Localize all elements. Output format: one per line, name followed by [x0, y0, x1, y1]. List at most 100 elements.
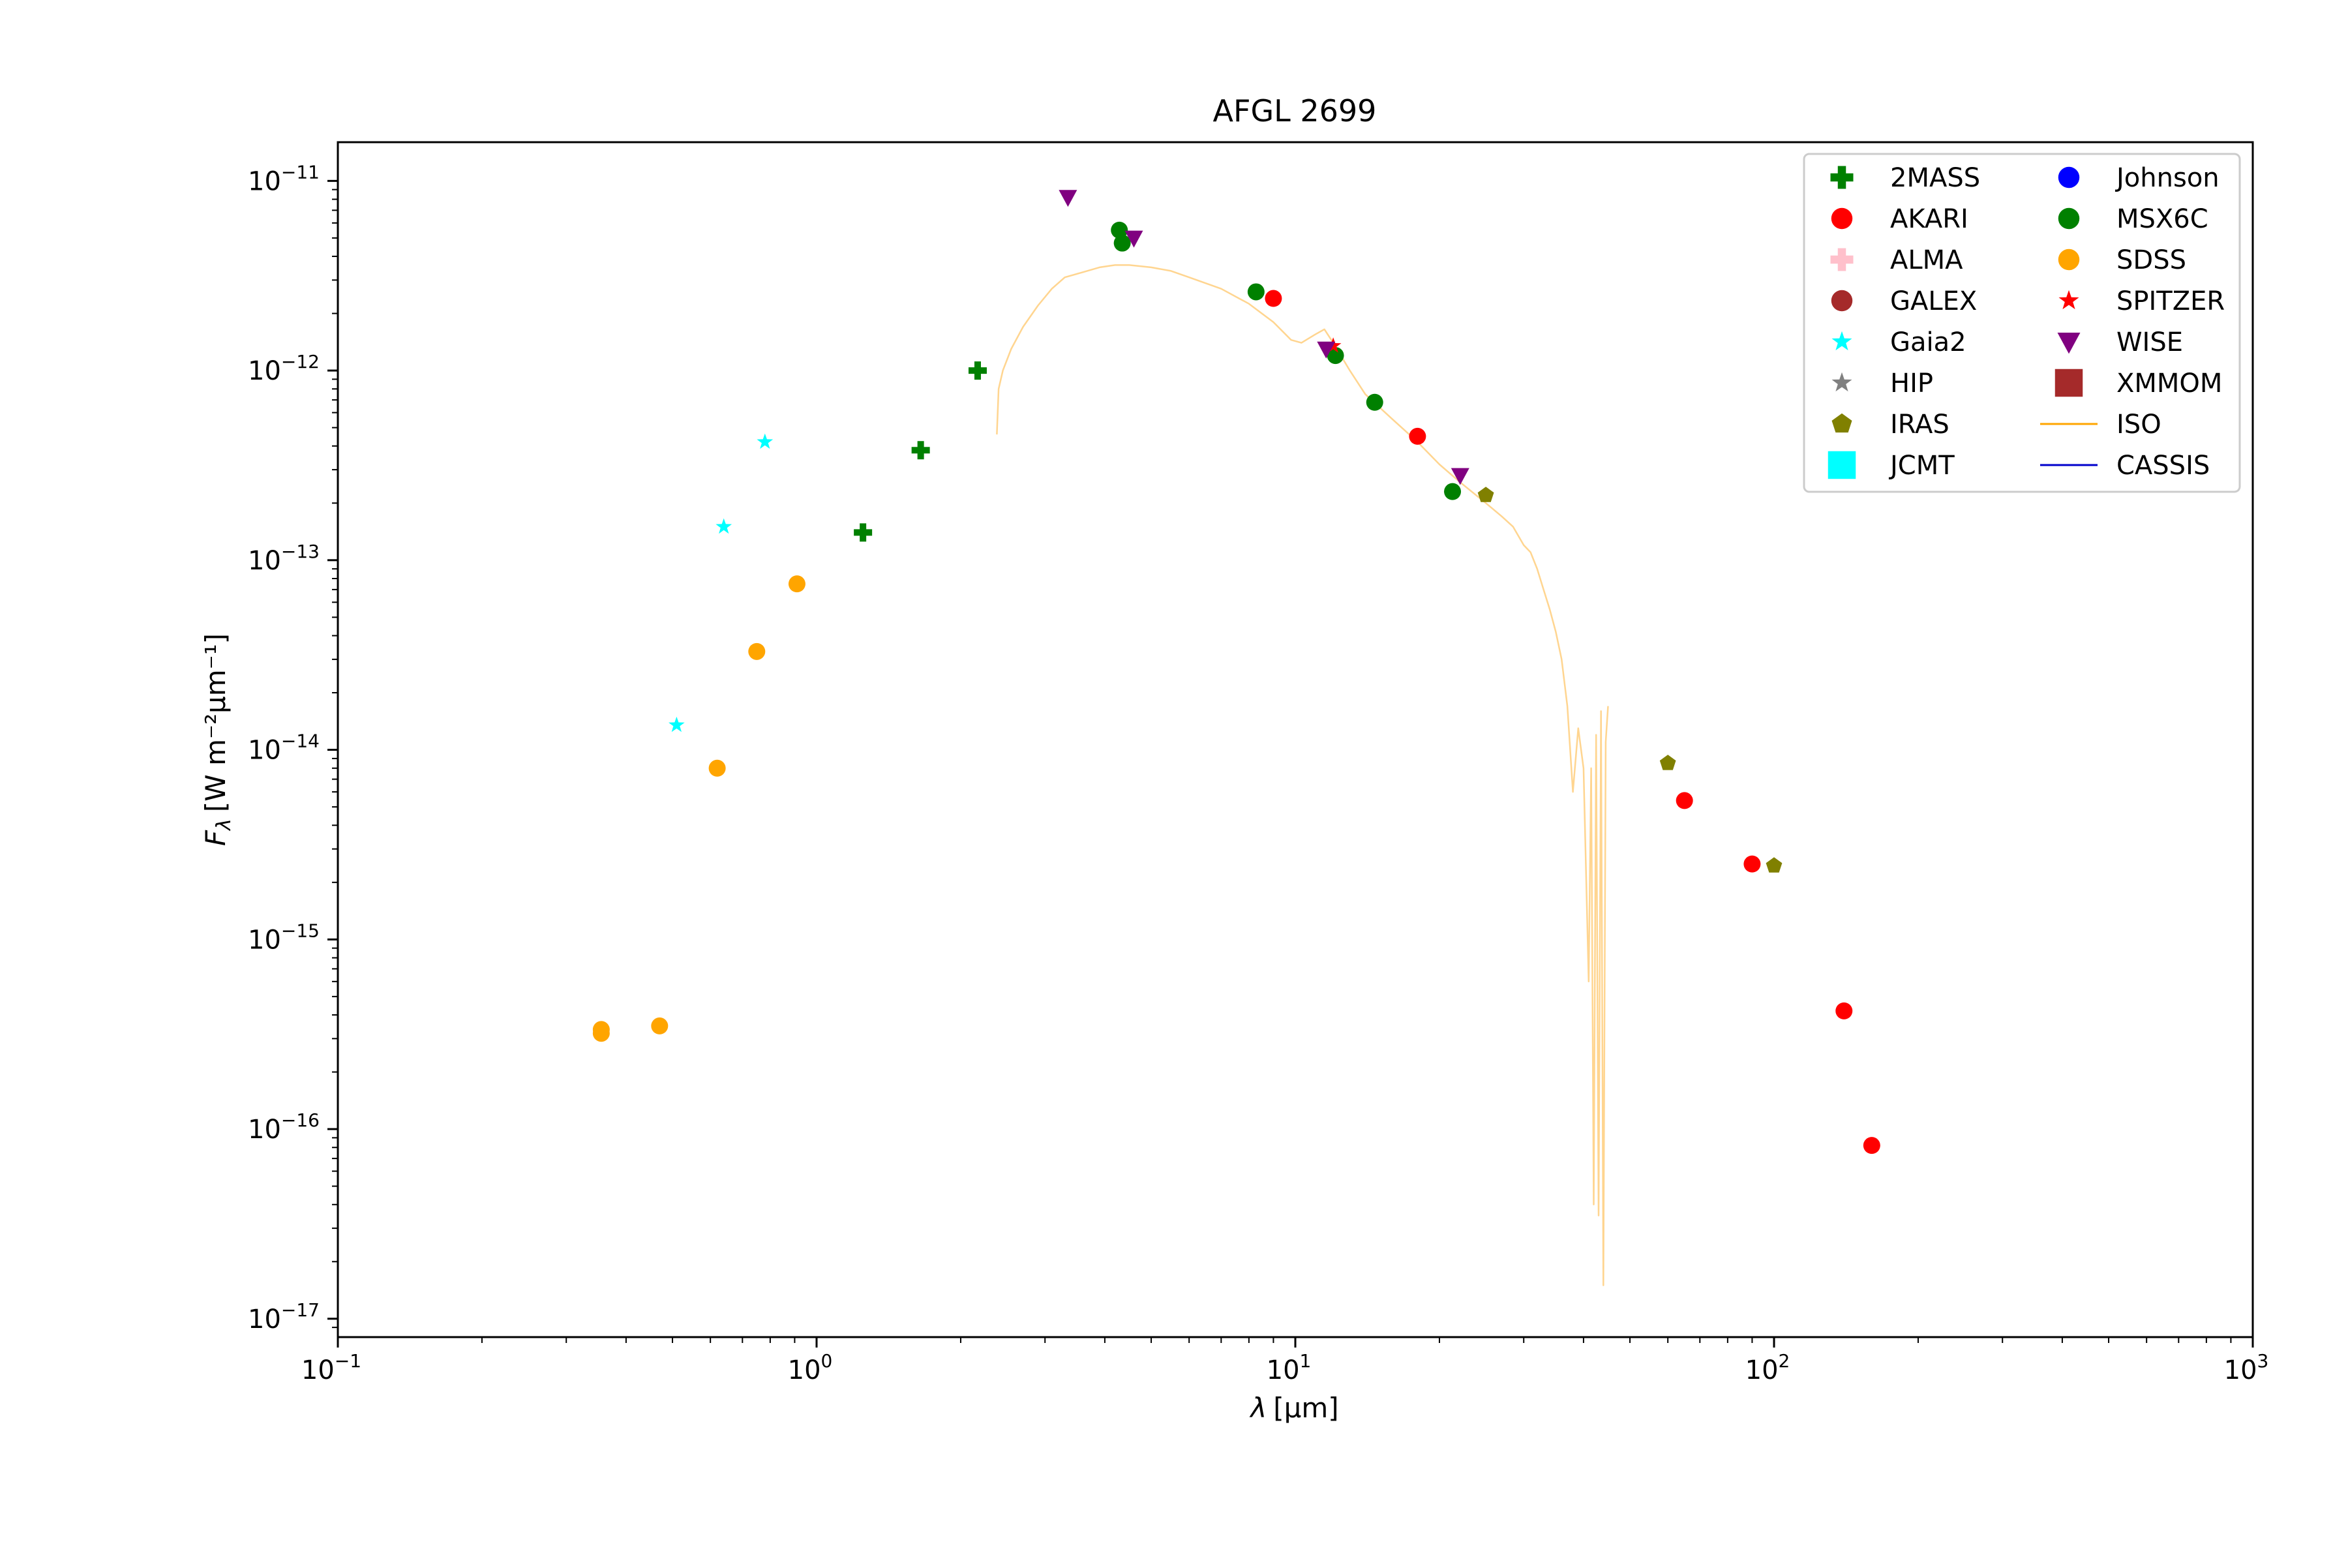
- y-tick-exponent: −12: [281, 351, 320, 372]
- x-tick-exponent: 2: [1779, 1350, 1790, 1372]
- data-point-iras: [1659, 755, 1676, 770]
- data-point-sdss: [748, 642, 766, 660]
- data-point-msx6c: [1327, 347, 1344, 365]
- data-point-sdss: [788, 575, 805, 593]
- y-tick-base: 10: [248, 1304, 281, 1334]
- x-tick-base: 10: [301, 1355, 335, 1385]
- data-point-akari: [1409, 427, 1426, 445]
- legend-marker-iras: [1831, 413, 1852, 433]
- y-tick-label: 10−15: [248, 920, 320, 955]
- data-point-sdss: [651, 1017, 669, 1034]
- series-line-iso: [996, 264, 1609, 1286]
- y-axis-label-sub: λ: [213, 819, 235, 832]
- x-tick-label: 103: [2224, 1350, 2269, 1385]
- y-tick-label: 10−11: [248, 161, 320, 196]
- data-point-wise: [1317, 341, 1336, 359]
- legend-marker-msx6c: [2058, 207, 2080, 230]
- legend-label-akari: AKARI: [1890, 204, 1968, 234]
- legend-label-alma: ALMA: [1890, 245, 1963, 275]
- plot-area: [592, 190, 1880, 1286]
- legend-label-spitzer: SPITZER: [2116, 286, 2225, 316]
- y-tick-exponent: −17: [281, 1299, 320, 1321]
- y-tick-base: 10: [248, 166, 281, 196]
- legend-label-2mass: 2MASS: [1890, 163, 1980, 193]
- y-tick-label: 10−17: [248, 1299, 320, 1334]
- y-tick-exponent: −15: [281, 920, 320, 941]
- data-point-2mass: [911, 441, 930, 460]
- legend-marker-jcmt: [1828, 451, 1856, 479]
- y-tick-base: 10: [248, 1115, 281, 1145]
- legend-marker-akari: [1831, 207, 1853, 230]
- data-point-gaia2: [715, 518, 732, 534]
- legend-marker-johnson: [2058, 166, 2080, 188]
- x-tick-label: 102: [1745, 1350, 1790, 1385]
- y-tick-label: 10−12: [248, 351, 320, 386]
- y-tick-label: 10−14: [248, 731, 320, 766]
- data-point-wise: [1451, 468, 1469, 485]
- legend-marker-alma: [1830, 248, 1854, 271]
- legend-marker-wise: [2057, 333, 2081, 354]
- legend-marker-2mass: [1830, 166, 1854, 189]
- x-tick-exponent: 0: [821, 1350, 833, 1372]
- legend-label-hip: HIP: [1890, 369, 1933, 399]
- legend-marker-gaia2: [1831, 331, 1852, 351]
- legend-label-sdss: SDSS: [2116, 245, 2186, 275]
- data-point-wise: [1059, 190, 1077, 207]
- y-tick-label: 10−13: [248, 541, 320, 576]
- x-tick-base: 10: [1745, 1355, 1779, 1385]
- legend-box: [1803, 153, 2241, 493]
- data-point-msx6c: [1444, 483, 1462, 500]
- data-point-2mass: [854, 523, 873, 542]
- x-tick-label: 101: [1267, 1350, 1312, 1385]
- data-point-msx6c: [1111, 221, 1128, 239]
- x-tick-base: 10: [2224, 1355, 2257, 1385]
- legend-label-gaia2: Gaia2: [1890, 327, 1966, 357]
- y-tick-exponent: −16: [281, 1109, 320, 1131]
- legend-label-iras: IRAS: [1890, 410, 1949, 440]
- x-axis-label-symbol: λ: [1249, 1392, 1267, 1424]
- x-axis: 10−1 100 101 102 103: [301, 1337, 2268, 1385]
- legend-marker-spitzer: [2058, 290, 2079, 310]
- data-point-2mass: [968, 361, 987, 380]
- x-tick-label: 100: [788, 1350, 833, 1385]
- data-point-sdss: [592, 1021, 610, 1038]
- legend-label-iso: ISO: [2116, 410, 2161, 440]
- legend-marker-hip: [1831, 372, 1852, 392]
- y-tick-base: 10: [248, 736, 281, 766]
- data-point-msx6c: [1366, 393, 1383, 411]
- y-axis-label-unit: [W m⁻²μm⁻¹]: [200, 633, 232, 812]
- x-tick-base: 10: [788, 1355, 821, 1385]
- data-point-iras: [1766, 857, 1783, 873]
- x-tick-exponent: 1: [1300, 1350, 1312, 1372]
- y-tick-base: 10: [248, 546, 281, 576]
- legend-marker-galex: [1831, 290, 1853, 312]
- data-point-akari: [1676, 792, 1693, 809]
- data-point-gaia2: [669, 716, 685, 732]
- legend: 2MASS AKARI ALMA GALEX Gaia2 HIP IRAS JCMT Johns…: [1803, 153, 2241, 493]
- data-point-akari: [1265, 290, 1282, 307]
- x-tick-exponent: −1: [335, 1350, 361, 1372]
- legend-label-jcmt: JCMT: [1888, 451, 1955, 481]
- y-tick-exponent: −14: [281, 731, 320, 752]
- legend-label-wise: WISE: [2116, 327, 2183, 357]
- legend-label-cassis: CASSIS: [2116, 451, 2210, 481]
- data-point-msx6c: [1247, 283, 1265, 301]
- legend-marker-xmmom: [2054, 369, 2083, 397]
- legend-label-johnson: Johnson: [2115, 163, 2220, 193]
- data-point-gaia2: [757, 433, 774, 449]
- y-tick-base: 10: [248, 925, 281, 955]
- x-tick-exponent: 3: [2257, 1350, 2269, 1372]
- x-axis-label-unit: [μm]: [1273, 1392, 1338, 1424]
- data-point-iras: [1477, 487, 1494, 502]
- legend-label-galex: GALEX: [1890, 286, 1977, 316]
- y-axis-label: Fλ [W m⁻²μm⁻¹]: [200, 633, 235, 846]
- legend-label-msx6c: MSX6C: [2116, 204, 2208, 234]
- data-point-sdss: [708, 759, 726, 777]
- data-point-akari: [1743, 855, 1761, 873]
- y-tick-base: 10: [248, 356, 281, 386]
- y-tick-label: 10−16: [248, 1109, 320, 1145]
- y-tick-exponent: −13: [281, 541, 320, 562]
- chart-title: AFGL 2699: [1213, 93, 1377, 128]
